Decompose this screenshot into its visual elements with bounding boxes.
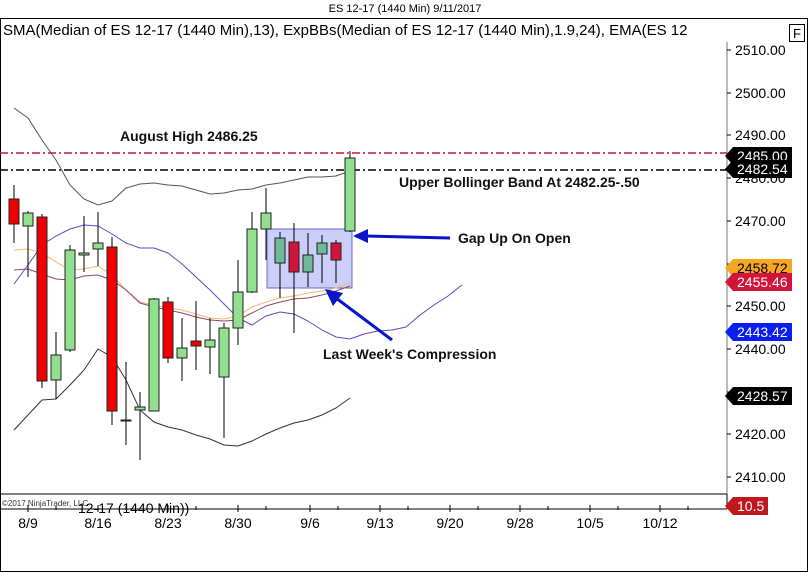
indicator-legend: SMA(Median of ES 12-17 (1440 Min),13), E…: [3, 22, 688, 39]
copyright-text: ©2017 NinjaTrader, LLC: [2, 499, 89, 508]
y-tick-label: 2410.00: [735, 469, 786, 485]
price-tag-bb-lower: 2428.57: [725, 387, 792, 405]
annotation-gap-up: Gap Up On Open: [458, 230, 571, 246]
candles: [8, 151, 356, 460]
chart-frame: [0, 18, 808, 572]
price-tag-sma: 2458.72: [725, 259, 792, 277]
x-tick-label: 9/13: [366, 515, 394, 531]
y-tick-label: 2440.00: [735, 341, 786, 357]
price-tag-ema: 2455.46: [725, 273, 792, 291]
bb-lower-line: [13, 348, 351, 447]
x-tick-label: 9/20: [436, 515, 464, 531]
lower-pane-label: 12-17 (1440 Min)): [78, 500, 190, 516]
annotation-upper-bb: Upper Bollinger Band At 2482.25-.50: [399, 174, 640, 190]
window-title: ES 12-17 (1440 Min) 9/11/2017: [328, 3, 482, 15]
x-tick-label: 8/30: [224, 515, 252, 531]
x-tick-label: 8/16: [84, 515, 112, 531]
bb-upper-line: [13, 107, 351, 206]
x-axis-ticks: [27, 505, 689, 512]
lower-pane-value-tag: 10.5: [724, 497, 769, 515]
x-tick-label: 10/5: [576, 515, 604, 531]
y-tick-label: 2500.00: [735, 85, 786, 101]
y-tick-label: 2420.00: [735, 426, 786, 442]
x-tick-label: 9/6: [300, 515, 320, 531]
y-tick-label: 2510.00: [735, 42, 786, 58]
annotation-august-high: August High 2486.25: [120, 128, 258, 144]
y-tick-label: 2470.00: [735, 213, 786, 229]
compression-arrow: [325, 289, 393, 342]
f-button[interactable]: F: [789, 24, 805, 42]
x-tick-label: 10/12: [642, 515, 678, 531]
price-tag-blue: 2443.42: [725, 323, 792, 341]
gap-up-arrow: [353, 229, 451, 243]
y-tick-label: 2490.00: [735, 127, 786, 143]
x-tick-label: 9/28: [506, 515, 534, 531]
x-tick-label: 8/9: [18, 515, 38, 531]
y-tick-label: 2450.00: [735, 298, 786, 314]
price-tag-bb-upper: 2482.54: [725, 160, 792, 178]
x-tick-label: 8/23: [154, 515, 182, 531]
annotation-compression: Last Week's Compression: [323, 346, 497, 362]
